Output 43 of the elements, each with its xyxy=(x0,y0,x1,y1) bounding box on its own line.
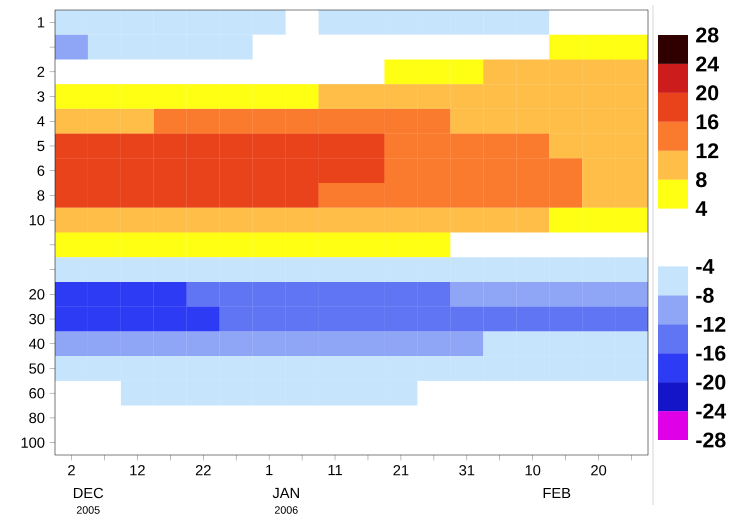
y-tick-label: 5 xyxy=(37,140,44,152)
text: JAN xyxy=(272,488,299,498)
x-tick-label: 31 xyxy=(459,465,474,476)
x-tick-label: 12 xyxy=(130,465,145,476)
color-bar-label: 4 xyxy=(696,201,708,216)
y-tick-label: 20 xyxy=(29,289,44,300)
text: DEC xyxy=(74,488,104,498)
color-bar-label: 28 xyxy=(696,27,718,43)
y-tick-label: 1 xyxy=(38,17,44,28)
text: 2006 xyxy=(274,506,298,514)
color-bar-label: 12 xyxy=(696,143,718,158)
x-tick-label: 2 xyxy=(68,465,75,476)
y-tick-label: 30 xyxy=(29,314,44,324)
x-tick-label: 22 xyxy=(196,465,211,476)
color-bar-label: -20 xyxy=(696,374,726,390)
color-bar-label: -12 xyxy=(696,316,726,332)
y-tick-label: 8 xyxy=(37,190,44,201)
y-tick-label: 3 xyxy=(37,91,44,102)
y-tick-label: 80 xyxy=(29,412,44,424)
y-tick-label: 40 xyxy=(28,338,44,349)
x-tick-label: 21 xyxy=(393,465,408,476)
y-tick-label: 4 xyxy=(37,116,45,126)
text: FEB xyxy=(544,488,570,498)
x-tick-label: 10 xyxy=(526,465,540,476)
color-bar-label: 16 xyxy=(696,114,718,130)
text: 2005 xyxy=(76,506,100,514)
y-tick-label: 6 xyxy=(38,166,44,176)
y-tick-label: 100 xyxy=(22,437,44,448)
color-bar-label: -28 xyxy=(696,432,726,448)
y-tick-label: 10 xyxy=(30,214,44,226)
x-tick-label: 20 xyxy=(591,465,606,476)
color-bar-label: 8 xyxy=(696,172,707,188)
y-tick-label: 50 xyxy=(29,363,44,374)
color-bar-label: 20 xyxy=(696,85,718,100)
x-tick-label: 1 xyxy=(266,465,273,476)
color-bar-label: -16 xyxy=(696,346,726,361)
color-bar-label: -8 xyxy=(696,288,714,303)
y-tick-label: 2 xyxy=(38,66,44,77)
x-tick-label: 11 xyxy=(328,465,342,476)
color-bar-label: 24 xyxy=(696,56,719,72)
y-tick-label: 60 xyxy=(29,388,44,398)
color-bar-label: -24 xyxy=(696,404,726,419)
color-bar-label: -4 xyxy=(696,259,714,274)
